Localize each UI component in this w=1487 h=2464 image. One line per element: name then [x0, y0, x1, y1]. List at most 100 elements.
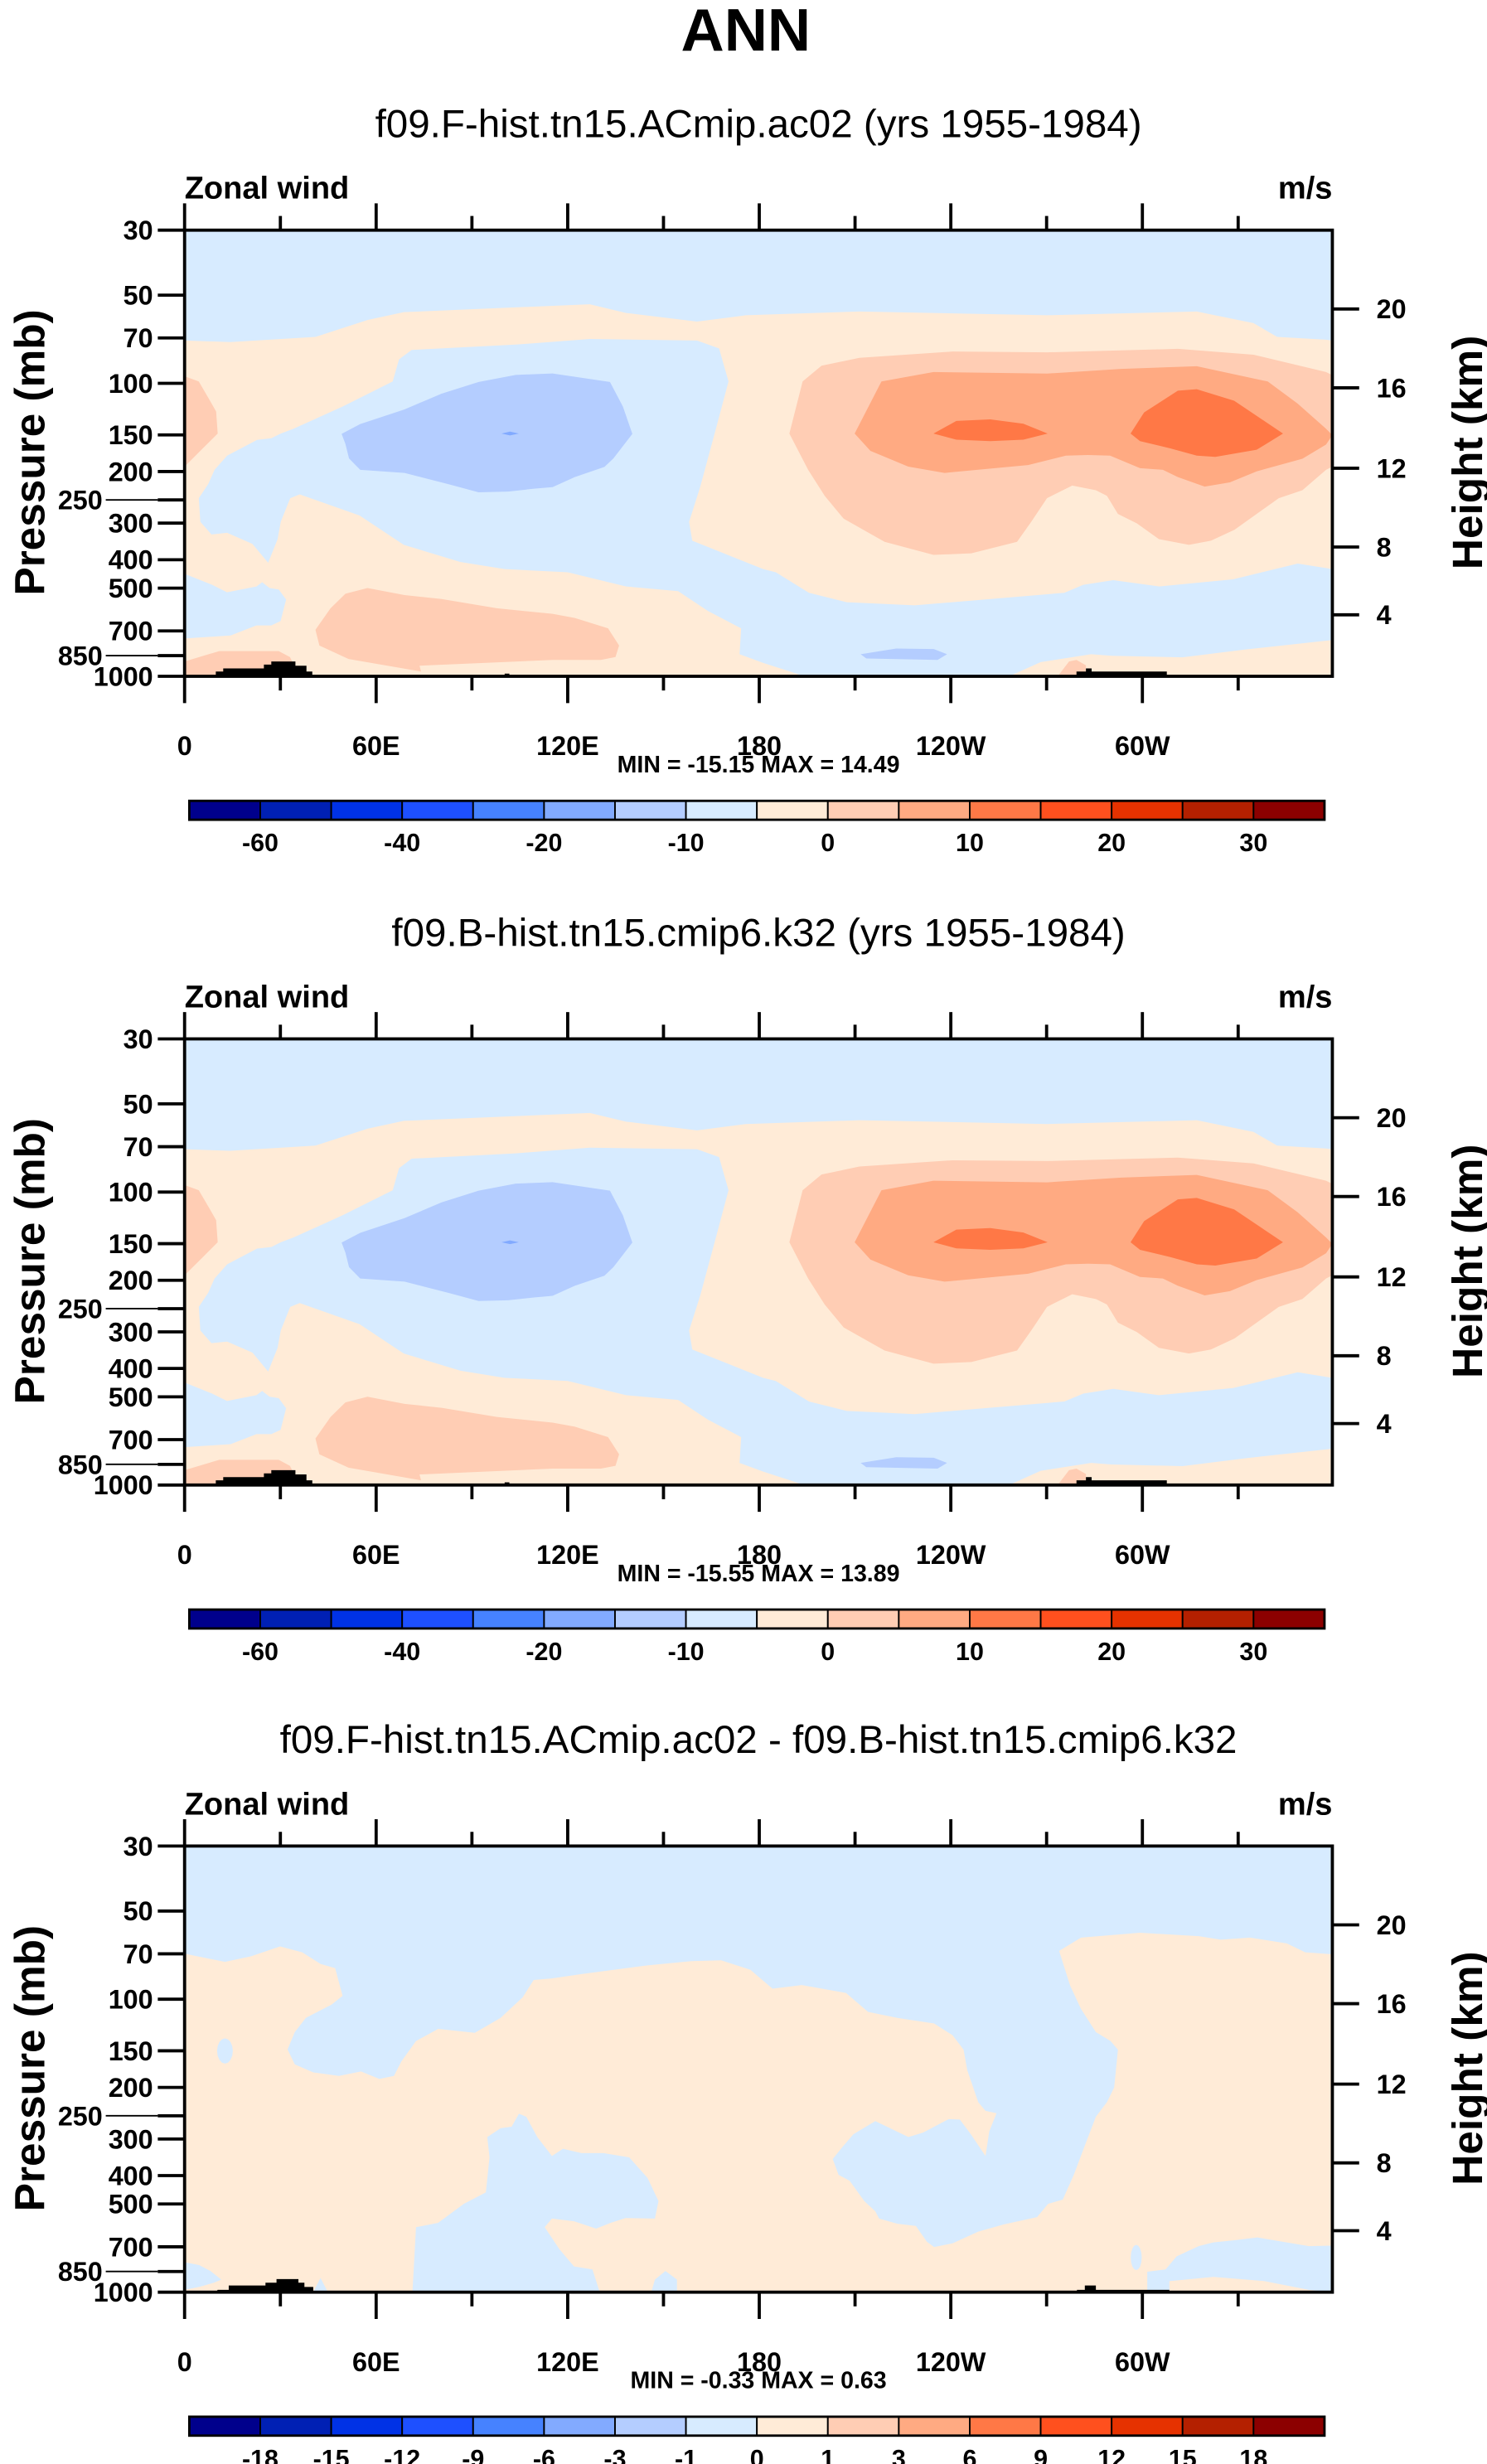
colorbar-box	[969, 1609, 1042, 1629]
x-tick-label: 180	[737, 1540, 782, 1570]
x-tick-label: 120W	[916, 1540, 986, 1570]
colorbar-box	[1252, 2415, 1325, 2437]
y-tick-label: 300	[109, 1317, 153, 1347]
y-tick-label: 70	[124, 1132, 153, 1162]
colorbar-label: -18	[242, 2445, 279, 2464]
colorbar: -60 -40 -20 -10 0 10 20 30	[187, 1608, 1326, 1666]
x-tick-label: 0	[177, 2347, 192, 2377]
topography-mask	[1077, 2285, 1170, 2292]
colorbar-box	[1181, 2415, 1255, 2437]
colorbar-label: -10	[668, 829, 705, 857]
colorbar-box	[756, 2415, 829, 2437]
variable-label: Zonal wind	[185, 172, 350, 206]
colorbar-box	[898, 1609, 971, 1629]
colorbar-box	[401, 2415, 474, 2437]
colorbar-box	[898, 2415, 971, 2437]
colorbar-label: 30	[1239, 1638, 1267, 1666]
x-tick-label: 120W	[916, 2347, 986, 2377]
colorbar-label: -6	[533, 2445, 555, 2464]
y-tick-label: 400	[109, 1354, 153, 1384]
colorbar-label: 0	[821, 1638, 835, 1666]
colorbar-label: 0	[821, 829, 835, 857]
colorbar-box	[1039, 800, 1113, 821]
x-tick-label: 60W	[1115, 1540, 1170, 1570]
y-tick-label: 30	[124, 215, 153, 245]
units-label: m/s	[1278, 1787, 1333, 1822]
y-tick-label: 700	[109, 617, 153, 646]
y-tick-label: 100	[109, 1178, 153, 1208]
y2-axis-title: Height (km)	[1444, 336, 1487, 569]
variable-label: Zonal wind	[185, 1787, 350, 1822]
colorbar-label: 1	[821, 2445, 835, 2464]
colorbar-box	[1111, 1609, 1184, 1629]
colorbar-label: -60	[242, 829, 279, 857]
topography-mask	[1076, 1477, 1167, 1485]
contour-region	[312, 2278, 328, 2292]
units-label: m/s	[1278, 980, 1333, 1014]
panel-title: f09.F-hist.tn15.ACmip.ac02 (yrs 1955-198…	[375, 102, 1142, 146]
y-tick-label: 50	[124, 1896, 153, 1926]
contour-region	[341, 1182, 632, 1301]
colorbar-box	[969, 2415, 1042, 2437]
x-tick-label: 120W	[916, 731, 986, 761]
colorbar-box	[1111, 2415, 1184, 2437]
colorbar-label: -40	[384, 1638, 420, 1666]
colorbar-box	[1181, 1609, 1255, 1629]
contour-region	[1131, 2244, 1142, 2271]
y2-tick-label: 16	[1377, 1182, 1407, 1212]
contour-region	[933, 419, 1048, 442]
colorbar-box	[472, 2415, 545, 2437]
topography-mask	[216, 2278, 313, 2292]
colorbar-box	[543, 800, 616, 821]
variable-label: Zonal wind	[185, 980, 350, 1014]
colorbar-label: -1	[675, 2445, 697, 2464]
y-tick-label: 700	[109, 1425, 153, 1455]
colorbar-label: -9	[462, 2445, 484, 2464]
colorbar-box	[259, 1609, 332, 1629]
contour-region	[1169, 2277, 1333, 2292]
colorbar-label: 20	[1097, 829, 1126, 857]
y-axis-title: Pressure (mb)	[6, 1925, 53, 2211]
y-tick-label: 850	[58, 1450, 103, 1479]
colorbar-box	[969, 800, 1042, 821]
y-tick-label: 500	[109, 2190, 153, 2220]
x-tick-label: 120E	[536, 2347, 599, 2377]
x-tick-label: 60E	[352, 1540, 400, 1570]
y-tick-label: 700	[109, 2232, 153, 2262]
colorbar-label: -3	[603, 2445, 626, 2464]
y2-tick-label: 12	[1377, 1262, 1407, 1292]
y-tick-label: 400	[109, 545, 153, 575]
x-tick-label: 60W	[1115, 731, 1170, 761]
contour-region	[315, 588, 619, 672]
topography-mask	[1076, 668, 1167, 677]
colorbar-box	[1181, 800, 1255, 821]
y2-tick-label: 12	[1377, 453, 1407, 483]
x-tick-label: 120E	[536, 731, 599, 761]
panel-title: f09.F-hist.tn15.ACmip.ac02 - f09.B-hist.…	[280, 1718, 1238, 1762]
colorbar-box	[898, 800, 971, 821]
y-tick-label: 200	[109, 1266, 153, 1295]
colorbar-label: 30	[1239, 829, 1267, 857]
contour-panel: f09.B-hist.tn15.cmip6.k32 (yrs 1955-1984…	[6, 911, 1487, 1666]
y-tick-label: 300	[109, 2124, 153, 2154]
y-tick-label: 1000	[94, 1470, 153, 1500]
colorbar-label: -15	[313, 2445, 350, 2464]
y-axis-title: Pressure (mb)	[6, 1118, 53, 1404]
y2-tick-label: 20	[1377, 294, 1407, 324]
contour-plot	[184, 230, 1333, 677]
x-tick-label: 60E	[352, 731, 400, 761]
y-tick-label: 150	[109, 2036, 153, 2066]
contour-region	[216, 2038, 233, 2064]
y-tick-label: 250	[58, 486, 103, 516]
colorbar-box	[685, 1609, 758, 1629]
y2-axis-title: Height (km)	[1444, 1951, 1487, 2185]
colorbar-box	[401, 800, 474, 821]
y-tick-label: 850	[58, 2257, 103, 2287]
colorbar-box	[1252, 800, 1325, 821]
colorbar-box	[614, 2415, 687, 2437]
contour-region	[184, 1382, 287, 1448]
topography-mask	[216, 1469, 312, 1485]
colorbar-label: -10	[668, 1638, 705, 1666]
